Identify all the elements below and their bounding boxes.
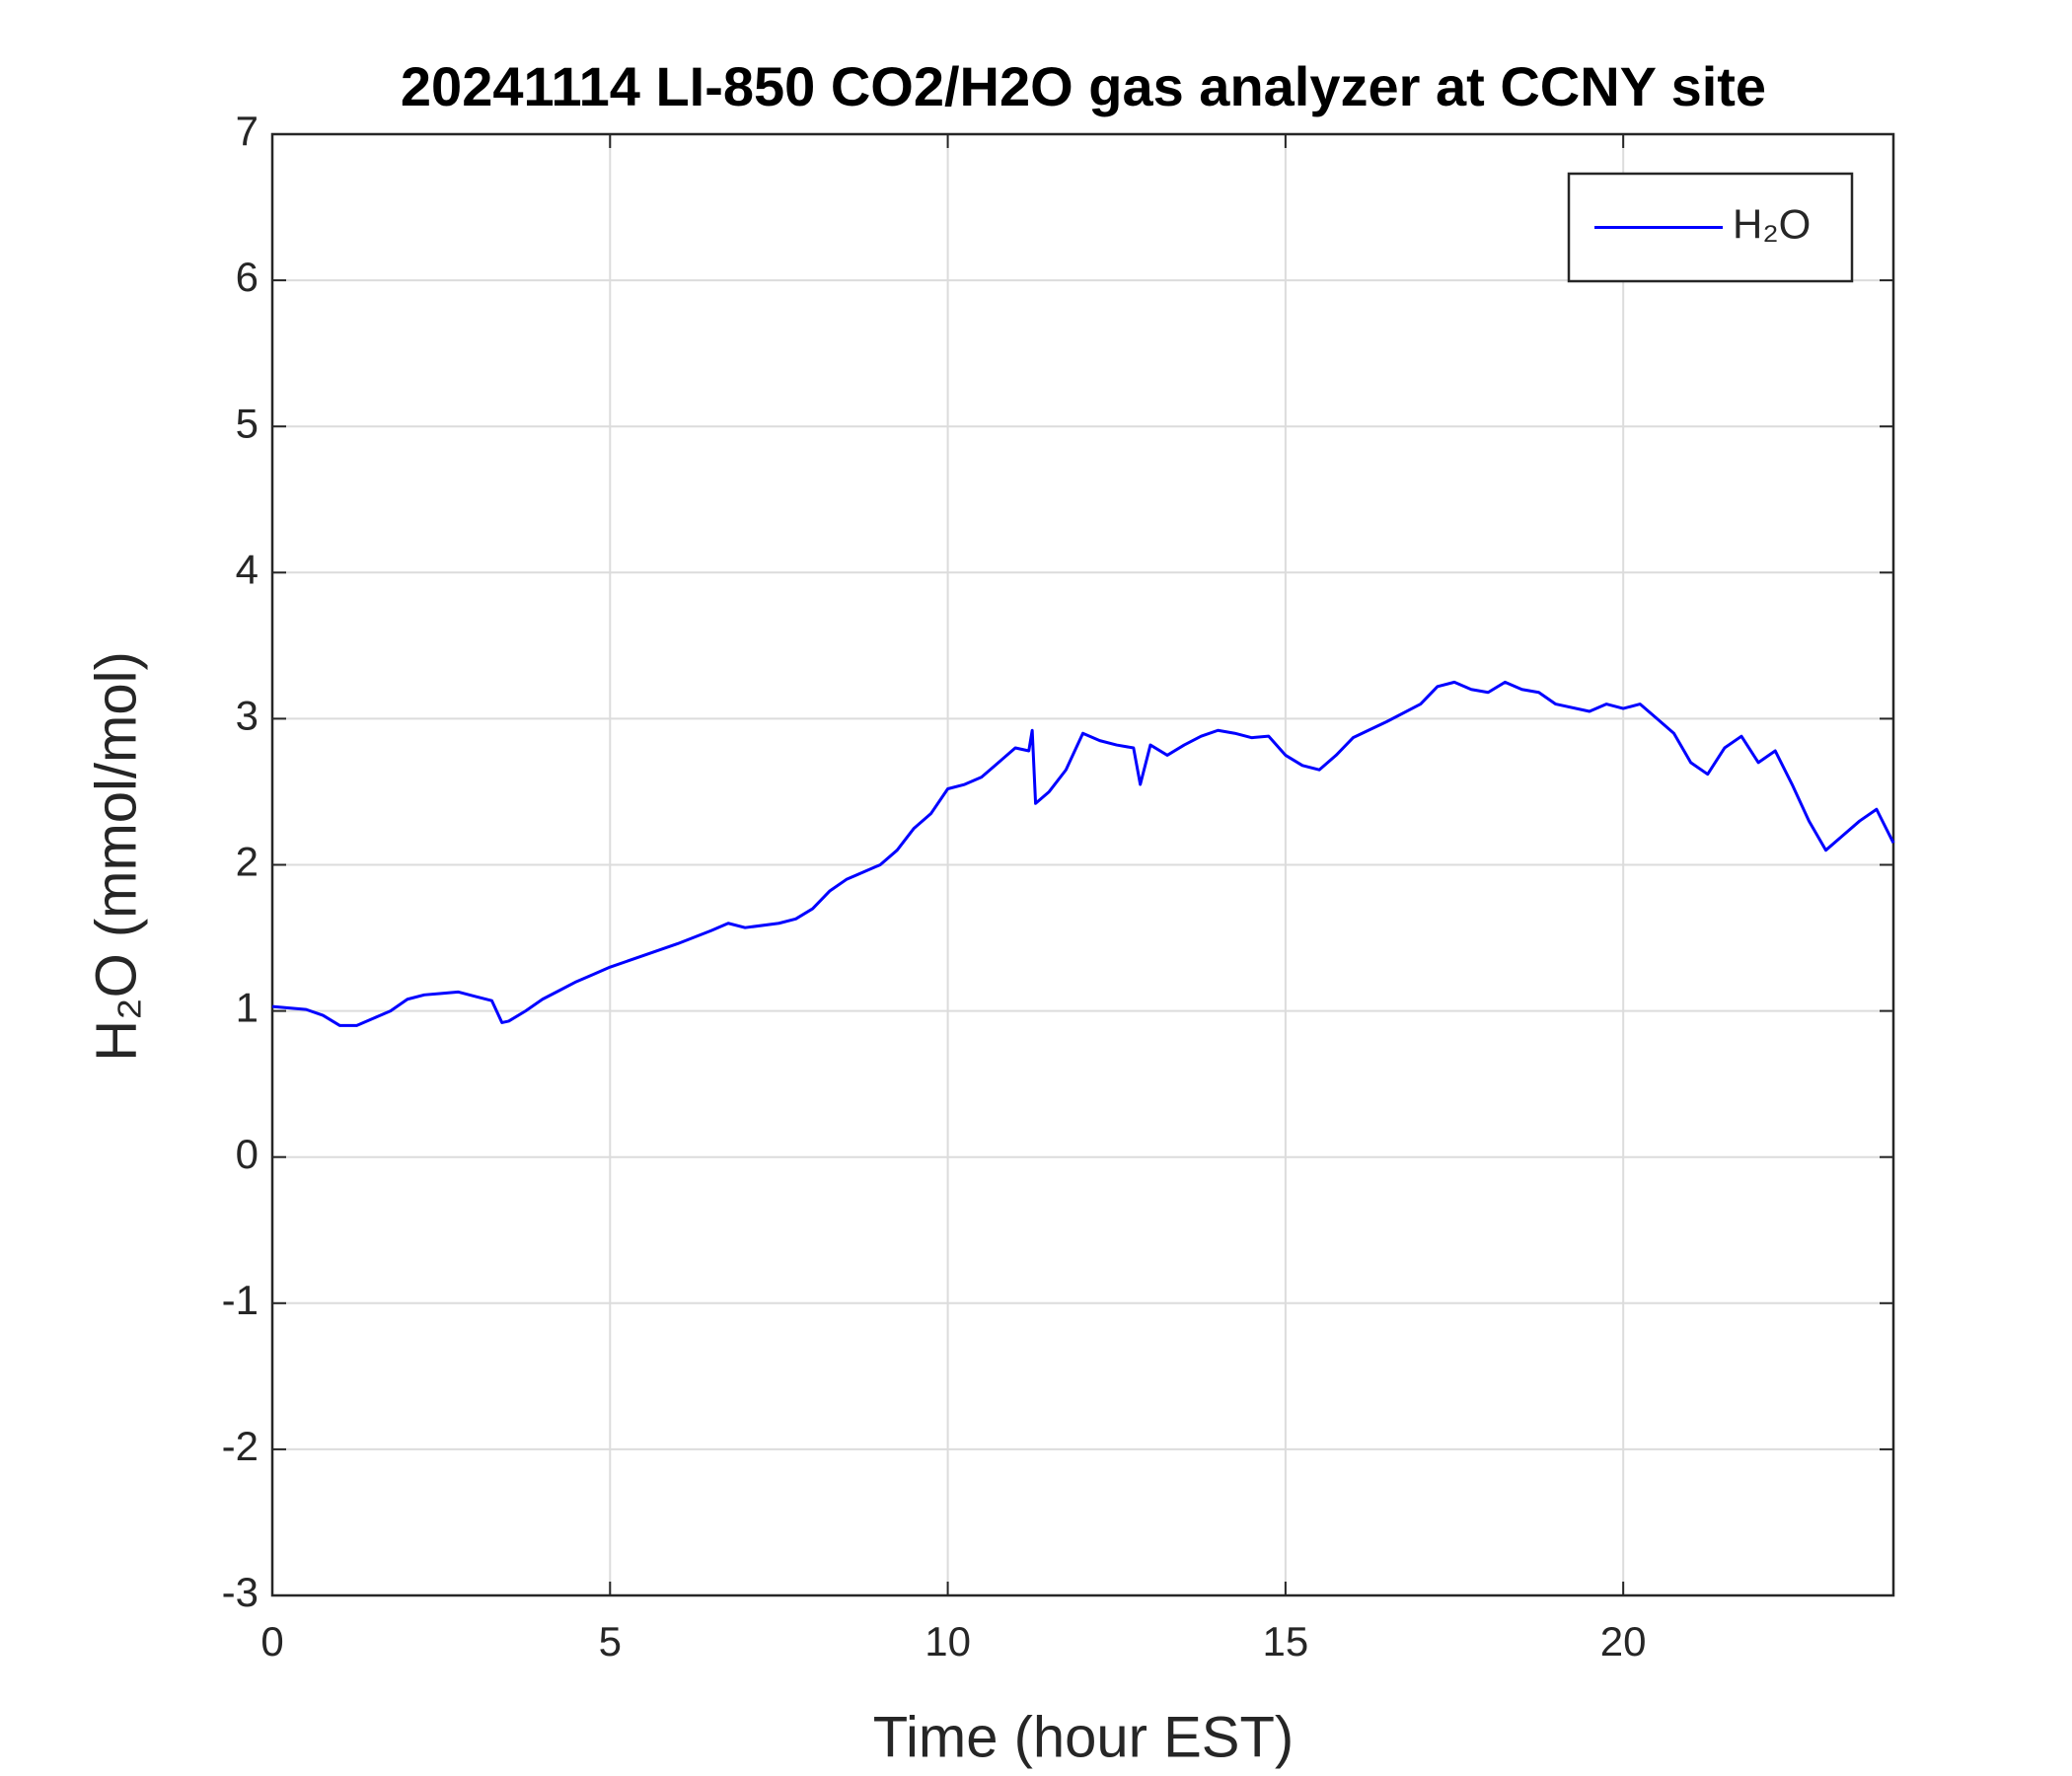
y-tick-label: 0	[236, 1131, 259, 1177]
y-tick-label: 3	[236, 692, 259, 738]
data-line	[271, 680, 1895, 1027]
y-tick-label: 7	[236, 108, 259, 154]
x-tick-label: 5	[599, 1618, 622, 1665]
y-axis-label: H₂O (mmol/mol)	[84, 651, 148, 1062]
y-tick-label: 2	[236, 839, 259, 885]
x-tick-label: 20	[1600, 1618, 1647, 1665]
x-tick-label: 0	[260, 1618, 283, 1665]
x-tick-label: 15	[1263, 1618, 1309, 1665]
y-tick-label: -2	[222, 1423, 259, 1469]
chart-title: 20241114 LI-850 CO2/H2O gas analyzer at …	[401, 55, 1766, 117]
y-tick-label: 5	[236, 400, 259, 446]
y-tick-label: 1	[236, 985, 259, 1031]
x-tick-label: 10	[925, 1618, 971, 1665]
y-tick-label: 6	[236, 254, 259, 300]
plot-frame	[270, 132, 1895, 1597]
y-tick-label: -1	[222, 1277, 259, 1323]
y-tick-label: -3	[222, 1569, 259, 1615]
legend-label: H₂O	[1733, 201, 1811, 248]
x-axis-label: Time (hour EST)	[873, 1705, 1294, 1769]
y-tick-label: 4	[236, 546, 259, 592]
